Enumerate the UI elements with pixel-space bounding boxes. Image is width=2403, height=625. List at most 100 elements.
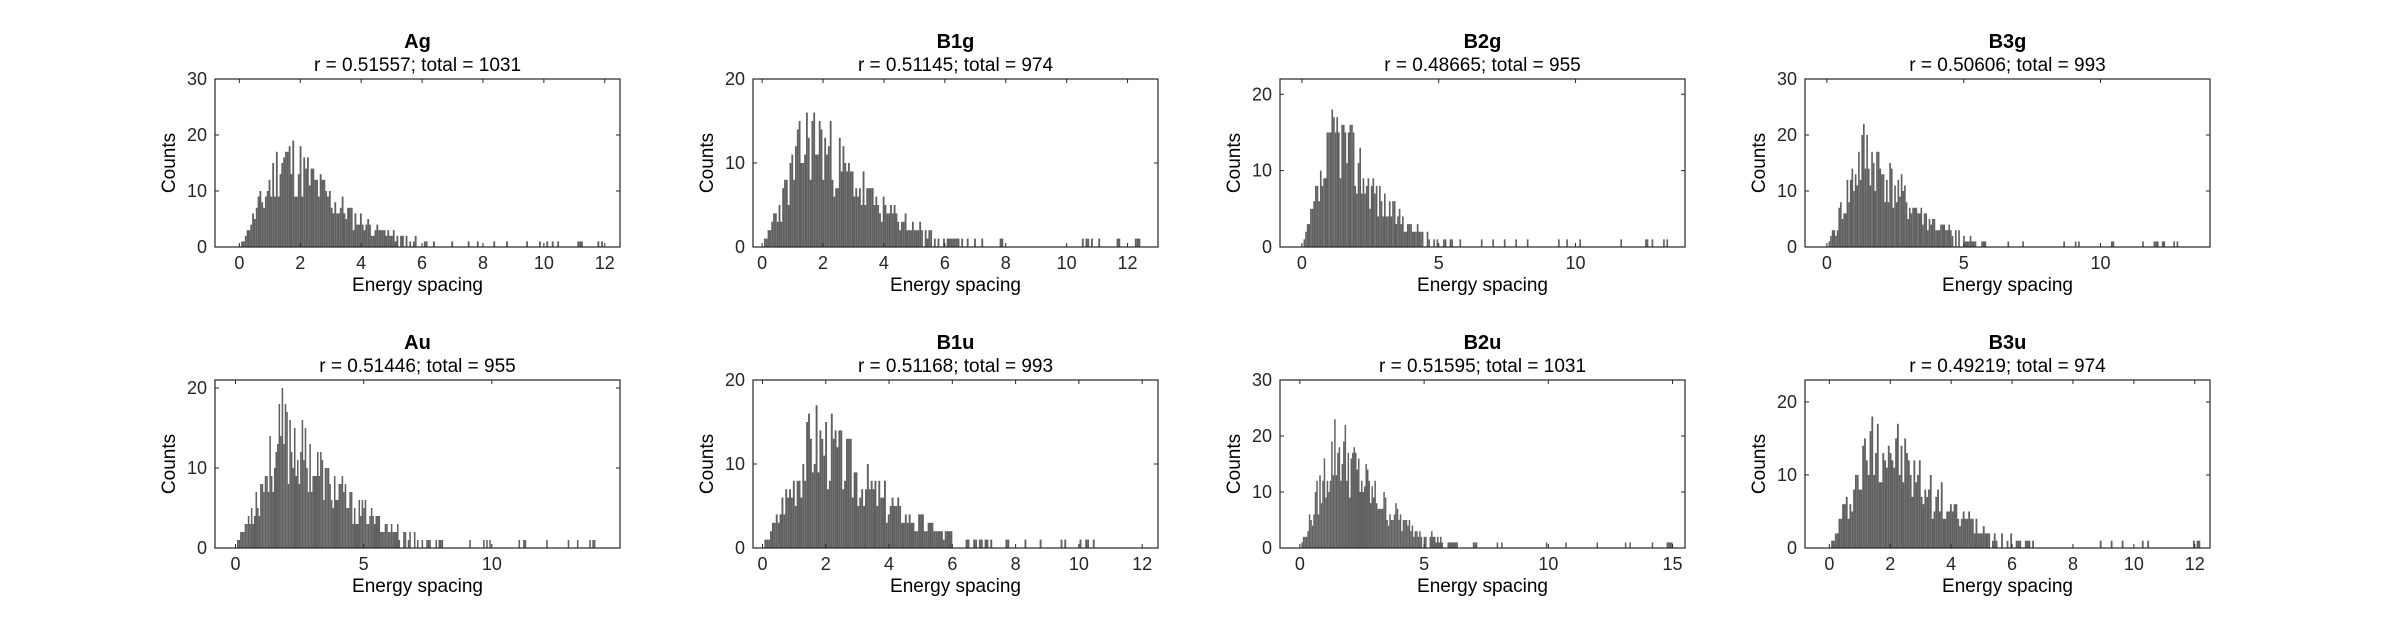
histogram-bar: [320, 452, 322, 548]
histogram-bar: [926, 238, 929, 247]
histogram-bar: [869, 188, 872, 247]
histogram-bar: [771, 221, 774, 247]
histogram-bar: [383, 532, 385, 548]
histogram-bar: [853, 472, 856, 548]
histogram-bar: [773, 522, 776, 548]
histogram-bar: [1321, 185, 1324, 247]
histogram-bar: [1301, 542, 1303, 548]
histogram-bar: [1906, 453, 1908, 548]
histogram-bar: [1830, 235, 1832, 247]
histogram-bar: [866, 464, 869, 548]
histogram-bar: [263, 207, 265, 247]
histogram-bar: [317, 196, 320, 247]
histogram-bar: [378, 516, 381, 548]
histogram-bar: [1361, 193, 1363, 247]
histogram-bar: [1957, 518, 1960, 548]
panel-title: B1u: [937, 332, 975, 354]
histogram-bar: [1352, 452, 1354, 548]
histogram-bar: [287, 484, 290, 548]
histogram-bar: [1085, 238, 1088, 247]
histogram-bar: [1401, 531, 1403, 548]
histogram-bar: [939, 531, 941, 548]
histogram-bar: [375, 516, 377, 548]
histogram-bar: [860, 205, 863, 247]
y-tick-label: 0: [1262, 237, 1272, 257]
axes-box: [1804, 78, 2211, 248]
histogram-bar: [827, 489, 829, 548]
histogram-bar: [1306, 224, 1309, 247]
histogram-bar: [1392, 201, 1394, 247]
histogram-bar: [844, 480, 847, 548]
histogram-bar: [312, 476, 314, 548]
histogram-bar: [293, 428, 296, 548]
histogram-bar: [1359, 492, 1361, 548]
histogram-bar: [1845, 496, 1848, 548]
panel-title: Au: [404, 332, 431, 354]
histogram-bar: [360, 516, 362, 548]
histogram-bar: [930, 230, 933, 247]
histogram-bar: [897, 221, 900, 247]
histogram-bar: [1496, 542, 1499, 548]
x-tick-label: 0: [757, 554, 767, 574]
histogram-bar: [1358, 458, 1360, 548]
histogram-bar: [882, 196, 885, 247]
histogram-bar: [966, 238, 969, 247]
histogram-bar: [272, 492, 274, 548]
histogram-bar: [1421, 231, 1424, 247]
histogram-bars: [237, 388, 596, 548]
histogram-bar: [1900, 445, 1903, 548]
histogram-bar: [1441, 542, 1443, 548]
panel-subtitle: r = 0.51145; total = 974: [858, 55, 1054, 76]
histogram-bar: [1968, 511, 1971, 548]
histogram-bar: [1859, 179, 1862, 247]
histogram-bar: [834, 430, 837, 548]
histogram-bar: [789, 489, 791, 548]
histogram-bar: [1383, 492, 1385, 548]
histogram-bar: [809, 438, 812, 548]
histogram-bar: [267, 492, 270, 548]
histogram-bar: [387, 230, 390, 247]
histogram-bar: [1005, 539, 1008, 548]
histogram-bar: [367, 524, 370, 548]
histogram-bar: [1904, 438, 1907, 548]
histogram-bar: [1092, 539, 1095, 548]
histogram-bar: [292, 140, 295, 247]
y-axis-label: Counts: [1224, 133, 1245, 193]
histogram-bar: [321, 460, 324, 548]
histogram-bar: [288, 146, 291, 247]
histogram-bar: [2110, 241, 2113, 247]
histogram-bar: [1876, 151, 1878, 247]
histogram-bar: [764, 539, 767, 548]
histogram-bar: [1831, 230, 1834, 247]
y-tick-label: 30: [187, 69, 207, 89]
histogram-bar: [1858, 489, 1861, 548]
histogram-bar: [281, 163, 284, 247]
histogram-bar: [255, 492, 258, 548]
histogram-bar: [274, 196, 276, 247]
histogram-bar: [1331, 109, 1334, 247]
histogram-bar: [1388, 201, 1391, 247]
histogram-bar: [1849, 179, 1852, 247]
x-tick-label: 10: [482, 554, 502, 574]
histogram-bar: [802, 464, 805, 548]
histogram-bars: [1303, 109, 1669, 248]
histogram-bar: [310, 492, 313, 548]
histogram-bar: [1456, 542, 1458, 548]
histogram-bar: [332, 508, 334, 548]
histogram-bar: [1136, 238, 1139, 247]
histogram-bar: [317, 452, 319, 548]
histogram-bar: [1338, 132, 1340, 247]
x-tick-label: 0: [1824, 554, 1834, 574]
histogram-bar: [822, 179, 825, 247]
histogram-bar: [1364, 193, 1366, 247]
histogram-bar: [1351, 124, 1353, 247]
histogram-bar: [868, 489, 871, 548]
histogram-bar: [823, 455, 826, 548]
x-tick-label: 10: [534, 253, 554, 273]
histogram-bar: [857, 506, 860, 548]
histogram-bar: [784, 179, 786, 247]
histogram-bar: [1395, 503, 1397, 548]
histogram-bar: [1316, 480, 1318, 548]
histogram-bar: [1866, 135, 1868, 247]
